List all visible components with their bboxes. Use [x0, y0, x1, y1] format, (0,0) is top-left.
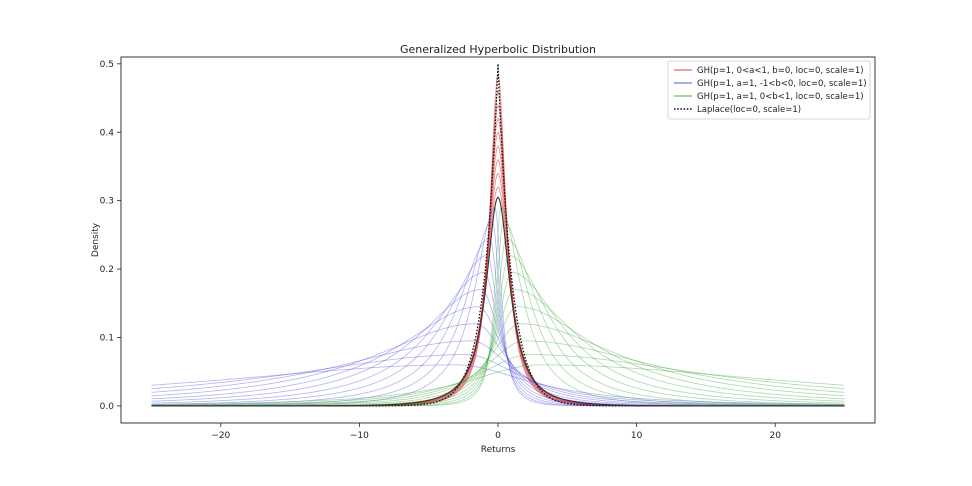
legend-label: GH(p=1, 0<a<1, b=0, loc=0, scale=1) — [697, 66, 864, 76]
y-axis-label: Density — [91, 222, 101, 257]
legend: GH(p=1, 0<a<1, b=0, loc=0, scale=1) GH(p=… — [667, 60, 871, 120]
x-axis-ticks: −20 −10 0 10 20 — [211, 423, 781, 441]
x-tick-label: 20 — [769, 431, 781, 441]
plot-area — [151, 63, 845, 407]
x-tick-label: −10 — [350, 431, 369, 441]
series-2-curve-9 — [151, 354, 845, 406]
x-tick-label: 10 — [631, 431, 643, 441]
legend-label: GH(p=1, a=1, 0<b<1, loc=0, scale=1) — [697, 92, 864, 102]
y-tick-label: 0.0 — [100, 402, 115, 412]
curves-layer — [151, 63, 845, 407]
x-tick-label: 0 — [495, 431, 501, 441]
series-1-curve-8 — [151, 340, 845, 406]
series-2-curve-8 — [151, 340, 845, 406]
x-tick-label: −20 — [211, 431, 230, 441]
series-1-curve-9 — [151, 354, 845, 406]
legend-box — [667, 60, 871, 120]
y-tick-label: 0.1 — [100, 333, 114, 343]
y-axis-ticks: 0.0 0.1 0.2 0.3 0.4 0.5 — [100, 60, 121, 412]
y-tick-label: 0.5 — [100, 60, 114, 70]
chart-title: Generalized Hyperbolic Distribution — [400, 43, 596, 56]
legend-label: GH(p=1, a=1, -1<b<0, loc=0, scale=1) — [697, 79, 867, 89]
y-tick-label: 0.4 — [100, 128, 115, 138]
reference-curve — [151, 196, 845, 407]
series-2-curve-7 — [151, 323, 845, 407]
series-1-curve-10 — [151, 364, 845, 405]
series-2-curve-10 — [151, 364, 845, 405]
y-tick-label: 0.2 — [100, 265, 114, 275]
legend-label: Laplace(loc=0, scale=1) — [697, 105, 801, 115]
y-tick-label: 0.3 — [100, 197, 114, 207]
x-axis-label: Returns — [481, 445, 516, 455]
series-1-curve-7 — [151, 323, 845, 407]
